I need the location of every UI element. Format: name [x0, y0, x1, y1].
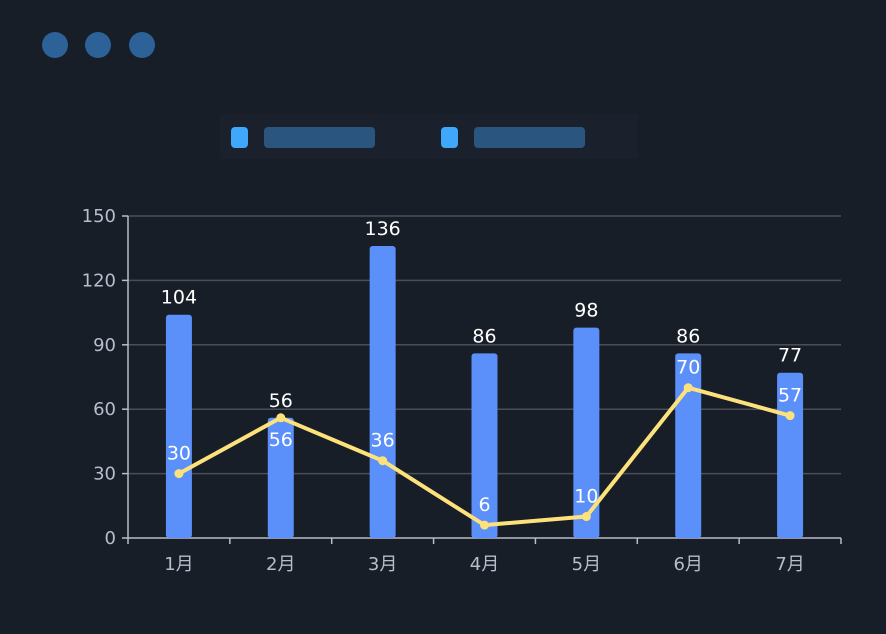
bar-data-label: 77 — [778, 345, 802, 367]
line-data-label: 6 — [478, 494, 490, 516]
line-point — [480, 520, 489, 530]
y-tick-label: 30 — [93, 464, 116, 485]
legend-label-line[interactable] — [474, 127, 585, 148]
bar — [573, 327, 600, 538]
line-point — [785, 411, 795, 421]
line-data-label: 56 — [269, 429, 293, 451]
line-point — [174, 469, 184, 479]
line-point — [276, 413, 286, 423]
line-point — [683, 383, 693, 393]
y-tick-label: 90 — [93, 335, 116, 356]
bar-data-label: 136 — [365, 218, 401, 240]
x-tick-label: 4月 — [470, 554, 499, 575]
bar — [369, 246, 396, 538]
window-dot-1 — [42, 32, 68, 58]
window-dot-2 — [85, 32, 111, 58]
x-tick-label: 6月 — [673, 554, 702, 575]
legend-swatch-bar[interactable] — [231, 127, 248, 148]
y-tick-label: 120 — [82, 270, 116, 291]
line-point — [581, 512, 591, 522]
bar — [471, 353, 498, 538]
x-tick-label: 1月 — [164, 554, 193, 575]
x-tick-label: 7月 — [775, 554, 804, 575]
bar-data-label: 86 — [472, 325, 496, 347]
x-tick-label: 5月 — [572, 554, 601, 575]
bar-data-label: 86 — [676, 325, 700, 347]
bar-data-label: 104 — [161, 287, 197, 309]
line-data-label: 70 — [676, 357, 700, 379]
bar-data-label: 98 — [574, 300, 598, 322]
y-tick-label: 150 — [82, 206, 116, 227]
y-tick-label: 0 — [105, 528, 116, 549]
bar — [267, 417, 294, 538]
bar — [165, 314, 192, 538]
bar-data-label: 56 — [269, 390, 293, 412]
line-data-label: 57 — [778, 385, 802, 407]
bar — [675, 353, 702, 538]
line-data-label: 36 — [371, 430, 395, 452]
legend-label-bar[interactable] — [264, 127, 375, 148]
legend-swatch-line[interactable] — [441, 127, 458, 148]
line-data-label: 30 — [167, 443, 191, 465]
y-tick-label: 60 — [93, 399, 116, 420]
legend — [220, 114, 638, 159]
x-tick-label: 3月 — [368, 554, 397, 575]
x-tick-label: 2月 — [266, 554, 295, 575]
line-data-label: 10 — [574, 486, 598, 508]
window-dot-3 — [129, 32, 155, 58]
line-point — [378, 456, 388, 466]
